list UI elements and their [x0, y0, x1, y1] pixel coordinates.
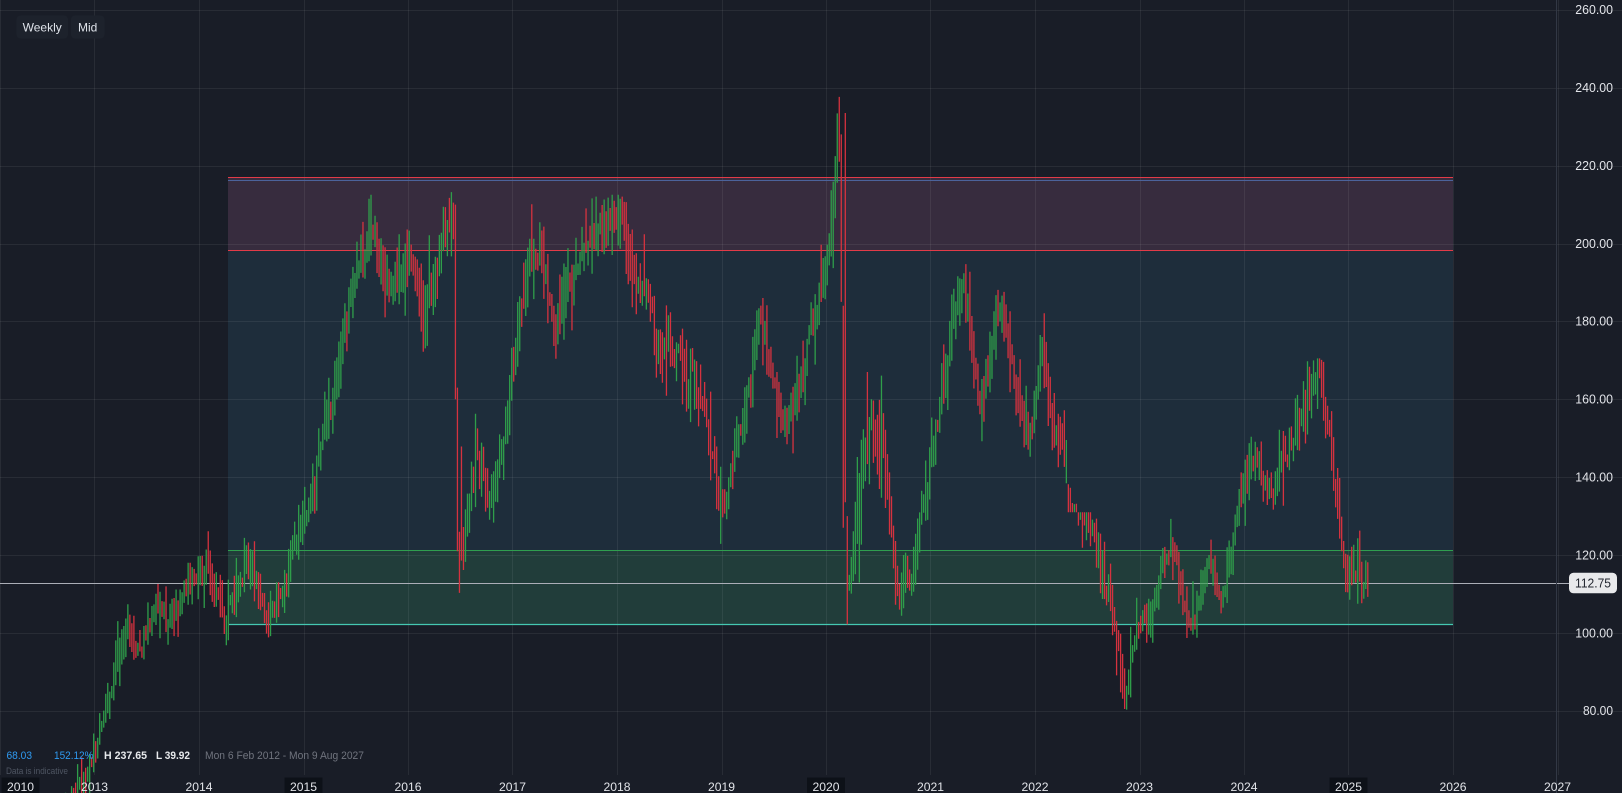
- svg-text:Mid: Mid: [78, 21, 97, 35]
- svg-text:2027: 2027: [1544, 780, 1571, 793]
- svg-text:2010: 2010: [7, 780, 34, 793]
- svg-text:2017: 2017: [499, 780, 526, 793]
- svg-text:80.00: 80.00: [1583, 703, 1613, 718]
- svg-text:180.00: 180.00: [1575, 314, 1613, 329]
- svg-text:2019: 2019: [708, 780, 735, 793]
- svg-text:240.00: 240.00: [1575, 80, 1613, 95]
- svg-text:2025: 2025: [1335, 780, 1362, 793]
- svg-text:H 237.65: H 237.65: [104, 750, 147, 762]
- svg-text:2023: 2023: [1126, 780, 1153, 793]
- svg-text:2018: 2018: [604, 780, 631, 793]
- svg-text:100.00: 100.00: [1575, 625, 1613, 640]
- svg-text:68.03: 68.03: [7, 750, 33, 762]
- svg-text:L 39.92: L 39.92: [156, 750, 190, 762]
- svg-text:220.00: 220.00: [1575, 158, 1613, 173]
- svg-text:2024: 2024: [1231, 780, 1258, 793]
- svg-text:2013: 2013: [81, 780, 108, 793]
- svg-text:2014: 2014: [186, 780, 213, 793]
- svg-text:Mon 6 Feb 2012 - Mon 9 Aug 202: Mon 6 Feb 2012 - Mon 9 Aug 2027: [205, 750, 364, 762]
- svg-text:260.00: 260.00: [1575, 2, 1613, 17]
- svg-text:Data is indicative: Data is indicative: [6, 766, 68, 777]
- svg-text:2016: 2016: [395, 780, 422, 793]
- svg-text:2021: 2021: [917, 780, 944, 793]
- svg-text:Weekly: Weekly: [23, 21, 62, 35]
- svg-text:152.12%: 152.12%: [54, 750, 94, 762]
- svg-text:2015: 2015: [290, 780, 317, 793]
- svg-text:160.00: 160.00: [1575, 392, 1613, 407]
- svg-text:2020: 2020: [813, 780, 840, 793]
- svg-text:112.75: 112.75: [1575, 576, 1611, 591]
- svg-text:2022: 2022: [1022, 780, 1049, 793]
- svg-text:2026: 2026: [1440, 780, 1467, 793]
- svg-text:120.00: 120.00: [1575, 547, 1613, 562]
- svg-text:200.00: 200.00: [1575, 236, 1613, 251]
- svg-text:140.00: 140.00: [1575, 470, 1613, 485]
